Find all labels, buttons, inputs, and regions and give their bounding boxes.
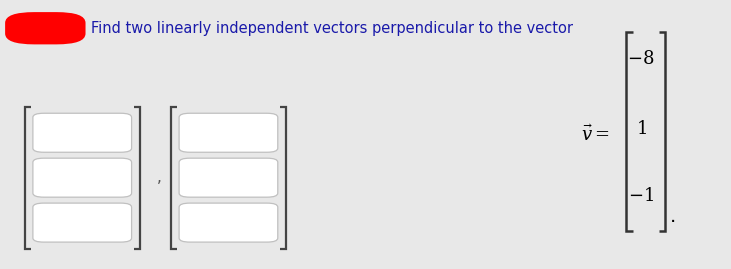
FancyBboxPatch shape	[179, 158, 278, 197]
Text: $-8$: $-8$	[627, 50, 655, 68]
Text: $\vec{v}=$: $\vec{v}=$	[581, 125, 610, 144]
FancyBboxPatch shape	[33, 158, 132, 197]
Text: ,: ,	[157, 170, 162, 185]
Text: $1$: $1$	[636, 120, 646, 138]
Text: $-1$: $-1$	[628, 187, 654, 205]
Text: Find two linearly independent vectors perpendicular to the vector: Find two linearly independent vectors pe…	[91, 21, 573, 36]
FancyBboxPatch shape	[179, 113, 278, 152]
FancyBboxPatch shape	[179, 203, 278, 242]
FancyBboxPatch shape	[33, 113, 132, 152]
FancyBboxPatch shape	[5, 12, 86, 44]
Text: .: .	[670, 207, 677, 226]
FancyBboxPatch shape	[33, 203, 132, 242]
